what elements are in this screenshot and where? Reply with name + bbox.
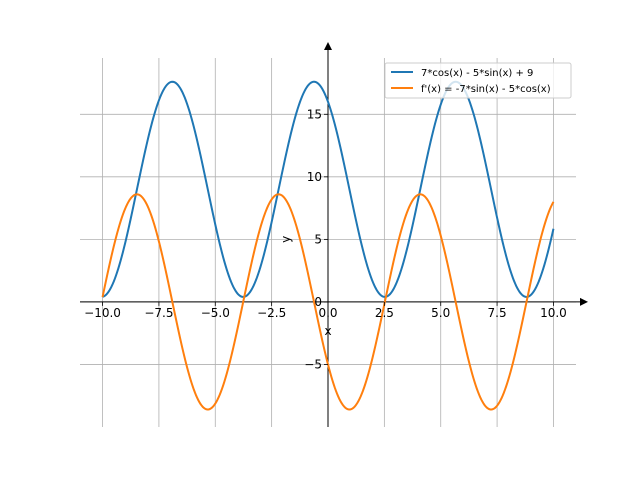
y-tick-label: −5: [304, 357, 322, 371]
legend-box: [384, 62, 572, 99]
x-tick-label: −2.5: [257, 306, 286, 320]
x-tick-label: −10.0: [84, 306, 121, 320]
x-axis-arrow: [580, 297, 588, 306]
x-tick-label: 2.5: [375, 306, 394, 320]
legend: 7*cos(x) - 5*sin(x) + 9 f'(x) = -7*sin(x…: [384, 62, 572, 99]
tick-labels: −10.0 −7.5 −5.0 −2.5 0.0 2.5 5.0 7.5 10.0 −5 0 5 10 1…: [84, 107, 567, 371]
y-tick-label: 10: [307, 170, 322, 184]
legend-entry-series-1: 7*cos(x) - 5*sin(x) + 9: [421, 68, 533, 79]
x-tick-label: 0.0: [318, 306, 337, 320]
y-axis-arrow: [324, 42, 332, 50]
x-tick-label: −7.5: [144, 306, 173, 320]
y-tick-label: 0: [314, 295, 322, 309]
series-line-1: [102, 80, 555, 298]
x-tick-label: −5.0: [201, 306, 230, 320]
x-tick-label: 10.0: [540, 306, 567, 320]
x-axis-label: x: [324, 324, 331, 338]
legend-entry-series-2: f'(x) = -7*sin(x) - 5*cos(x): [421, 84, 551, 95]
x-tick-label: 7.5: [488, 306, 507, 320]
y-tick-label: 15: [307, 107, 322, 121]
y-axis-label: y: [279, 236, 293, 243]
x-tick-label: 5.0: [431, 306, 450, 320]
y-tick-label: 5: [314, 232, 322, 246]
